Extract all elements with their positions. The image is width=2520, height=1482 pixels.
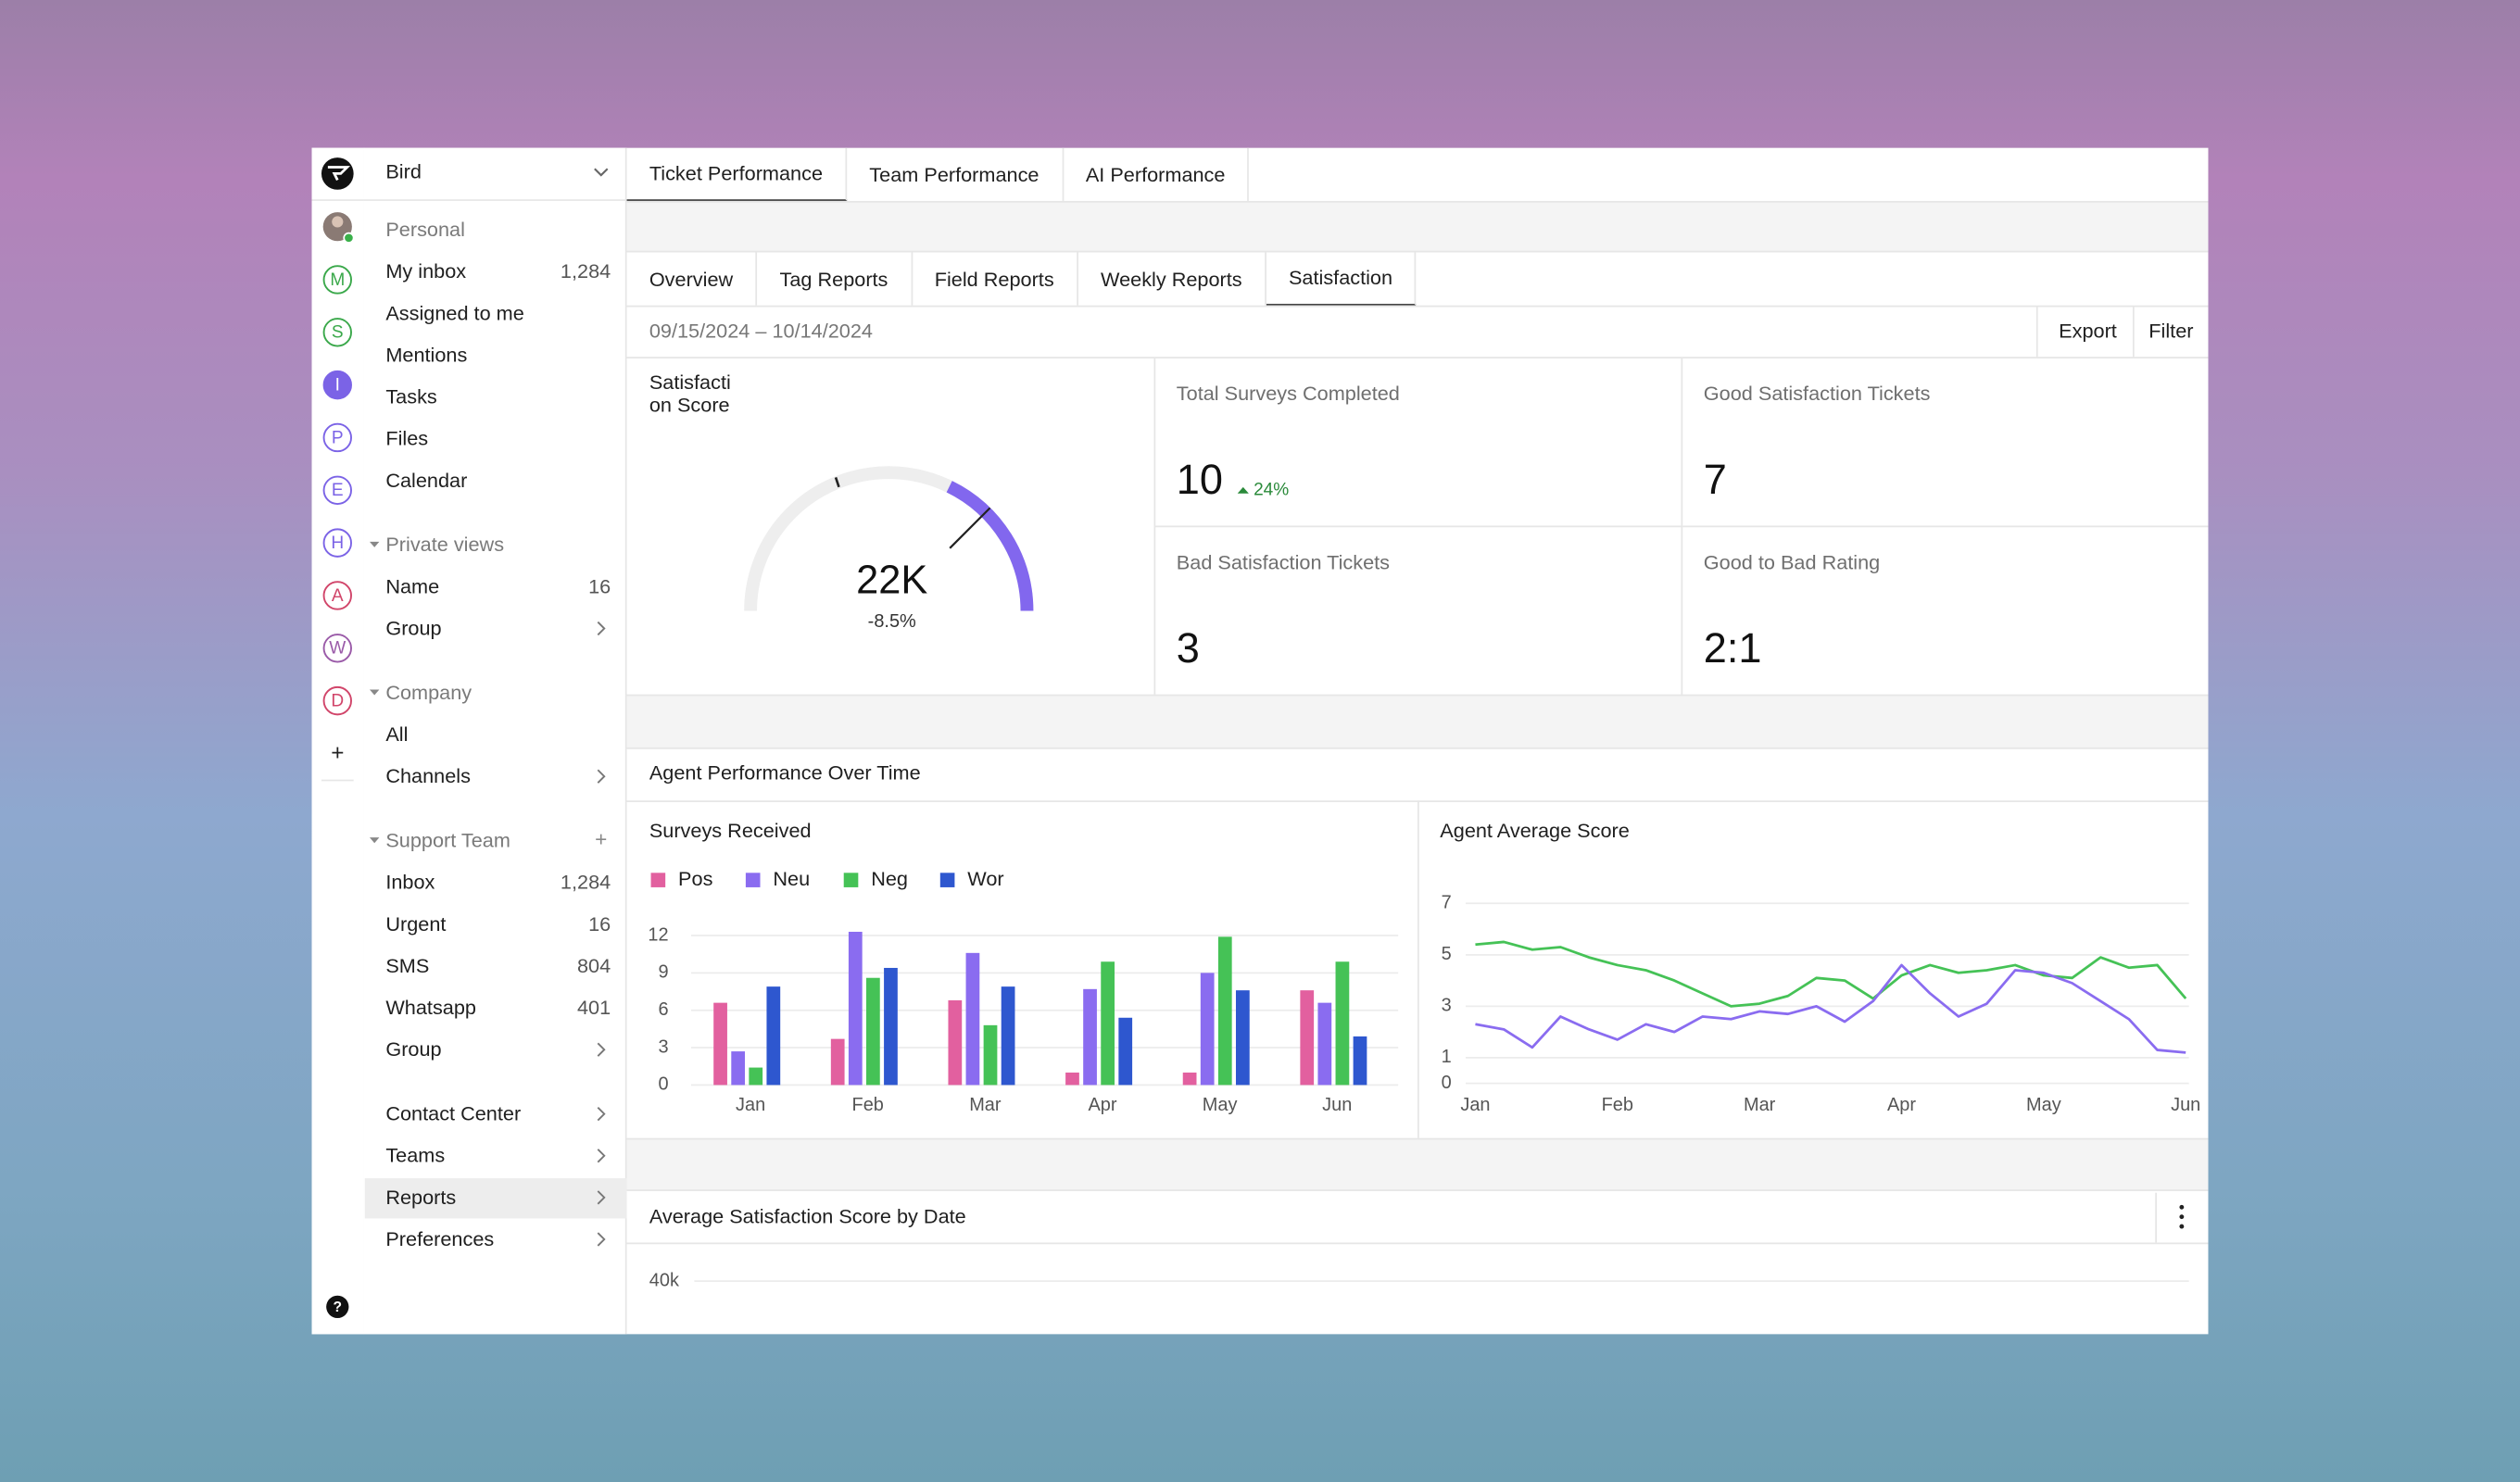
nav-item[interactable]: Teams: [385, 1144, 446, 1167]
rail: [311, 147, 365, 1335]
tab[interactable]: Tag Reports: [757, 252, 913, 306]
action-button[interactable]: Filter: [2148, 320, 2194, 343]
kpi-value: 3: [1176, 623, 1200, 672]
tab[interactable]: AI Performance: [1064, 147, 1250, 201]
nav-item[interactable]: SMS: [385, 954, 430, 978]
legend-label: Wor: [967, 868, 1004, 891]
nav-item[interactable]: Group: [385, 617, 442, 640]
nav-item[interactable]: Calendar: [385, 469, 468, 493]
kpi-value: 2:1: [1703, 623, 1762, 672]
section-title[interactable]: Support Team: [385, 829, 510, 852]
nav-item[interactable]: Preferences: [385, 1227, 495, 1251]
nav-count: 401: [577, 996, 611, 1020]
kpi-change: 24%: [1254, 480, 1290, 500]
tab[interactable]: Satisfaction: [1266, 252, 1418, 306]
nav-item[interactable]: Group: [385, 1038, 442, 1061]
legend-label: Neu: [773, 868, 811, 891]
kpi-label: Good Satisfaction Tickets: [1703, 383, 1931, 406]
band: [626, 200, 2209, 253]
nav-item[interactable]: Mentions: [385, 344, 468, 367]
nav-count: 1,284: [560, 260, 611, 283]
kpi-label: Bad Satisfaction Tickets: [1176, 551, 1391, 574]
tab-bar: Ticket Performance Team Performance AI Per…: [626, 147, 1250, 201]
band: [626, 1137, 2209, 1191]
kpi-value: 10: [1176, 455, 1223, 504]
nav-item[interactable]: Urgent: [385, 912, 447, 936]
date-range: 09/15/2024 – 10/14/2024: [649, 320, 873, 343]
tab[interactable]: Field Reports: [912, 252, 1078, 306]
action-button[interactable]: Export: [2059, 320, 2117, 343]
chart-title: Surveys Received: [649, 820, 812, 843]
kpi-value: 7: [1703, 455, 1727, 504]
gauge-change: -8.5%: [867, 612, 916, 633]
nav-item[interactable]: Files: [385, 427, 429, 450]
nav-count: 804: [577, 954, 611, 978]
nav-item[interactable]: All: [385, 722, 409, 747]
nav-count: 16: [588, 912, 611, 936]
gauge-value: 22K: [856, 558, 928, 603]
tab-bar: Overview Tag Reports Field Reports Weekly R…: [627, 252, 1418, 306]
legend-label: Neg: [871, 868, 908, 891]
action-box: [2132, 307, 2209, 358]
nav-count: 1,284: [560, 871, 611, 894]
nav-count: 16: [588, 575, 611, 598]
chart-title: Average Satisfaction Score by Date: [649, 1205, 966, 1228]
nav-item[interactable]: Inbox: [385, 871, 435, 894]
nav-item[interactable]: Name: [385, 575, 440, 598]
section-title[interactable]: Company: [385, 681, 472, 705]
tab[interactable]: Ticket Performance: [626, 147, 848, 201]
nav-item[interactable]: Tasks: [385, 385, 437, 408]
nav-item[interactable]: Contact Center: [385, 1102, 522, 1125]
section-title[interactable]: Private views: [385, 534, 505, 557]
workspace-name[interactable]: Bird: [385, 160, 422, 183]
kpi-label: Good to Bad Rating: [1703, 551, 1881, 574]
selected-row: [364, 1178, 627, 1219]
kebab-box: [2155, 1192, 2208, 1243]
tab[interactable]: Overview: [627, 252, 758, 306]
action-box: [2035, 307, 2135, 358]
section-title: Agent Performance Over Time: [649, 761, 921, 785]
sidebar: [363, 147, 627, 1335]
gauge-title: Satisfaction Score: [649, 370, 731, 417]
tab[interactable]: Weekly Reports: [1078, 252, 1266, 306]
kpi-label: Total Surveys Completed: [1176, 383, 1400, 406]
section-title[interactable]: Personal: [385, 219, 465, 242]
nav-item[interactable]: Channels: [385, 765, 471, 788]
tab[interactable]: Team Performance: [847, 147, 1064, 201]
legend-label: Pos: [678, 868, 713, 891]
band: [626, 694, 2209, 749]
nav-item[interactable]: My inbox: [385, 260, 467, 283]
nav-item[interactable]: Whatsapp: [385, 996, 476, 1020]
nav-item[interactable]: Reports: [385, 1186, 457, 1210]
nav-item[interactable]: Assigned to me: [385, 302, 524, 325]
chart-title: Agent Average Score: [1440, 820, 1630, 843]
